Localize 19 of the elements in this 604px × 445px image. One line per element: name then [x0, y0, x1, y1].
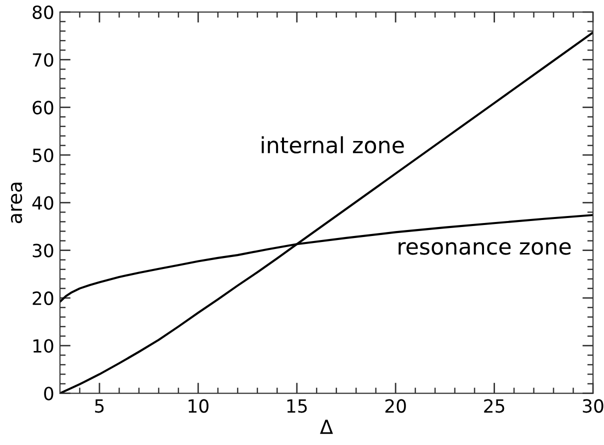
x-axis-title: Δ: [320, 420, 333, 434]
x-tick-label: 5: [95, 399, 104, 413]
y-tick-label: 20: [32, 291, 54, 306]
y-tick-label: 50: [32, 148, 54, 162]
y-tick-label: 40: [32, 196, 54, 210]
y-tick-label: 60: [32, 100, 54, 114]
x-tick-label: 25: [484, 399, 504, 413]
y-axis-title: area: [10, 182, 22, 224]
x-tick-label: 10: [188, 399, 208, 413]
x-tick-label: 20: [385, 399, 406, 413]
annotation: internal zone: [262, 136, 404, 154]
y-tick-label: 30: [32, 244, 54, 258]
annotation: resonance zone: [398, 242, 571, 255]
y-tick-label: 10: [33, 339, 54, 353]
x-tick-label: 15: [287, 399, 307, 413]
y-tick-label: 0: [44, 386, 54, 400]
y-tick-label: 70: [32, 53, 54, 67]
y-tick-label: 80: [32, 5, 54, 20]
x-tick-label: 30: [582, 399, 604, 413]
